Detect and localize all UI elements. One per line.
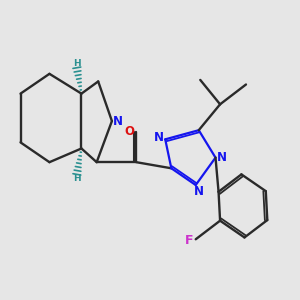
Text: N: N bbox=[217, 151, 227, 164]
Text: O: O bbox=[124, 125, 135, 138]
Text: H: H bbox=[73, 59, 81, 68]
Text: N: N bbox=[154, 131, 164, 144]
Text: N: N bbox=[194, 185, 204, 198]
Text: H: H bbox=[73, 174, 81, 183]
Text: F: F bbox=[185, 234, 194, 247]
Text: N: N bbox=[113, 115, 123, 128]
